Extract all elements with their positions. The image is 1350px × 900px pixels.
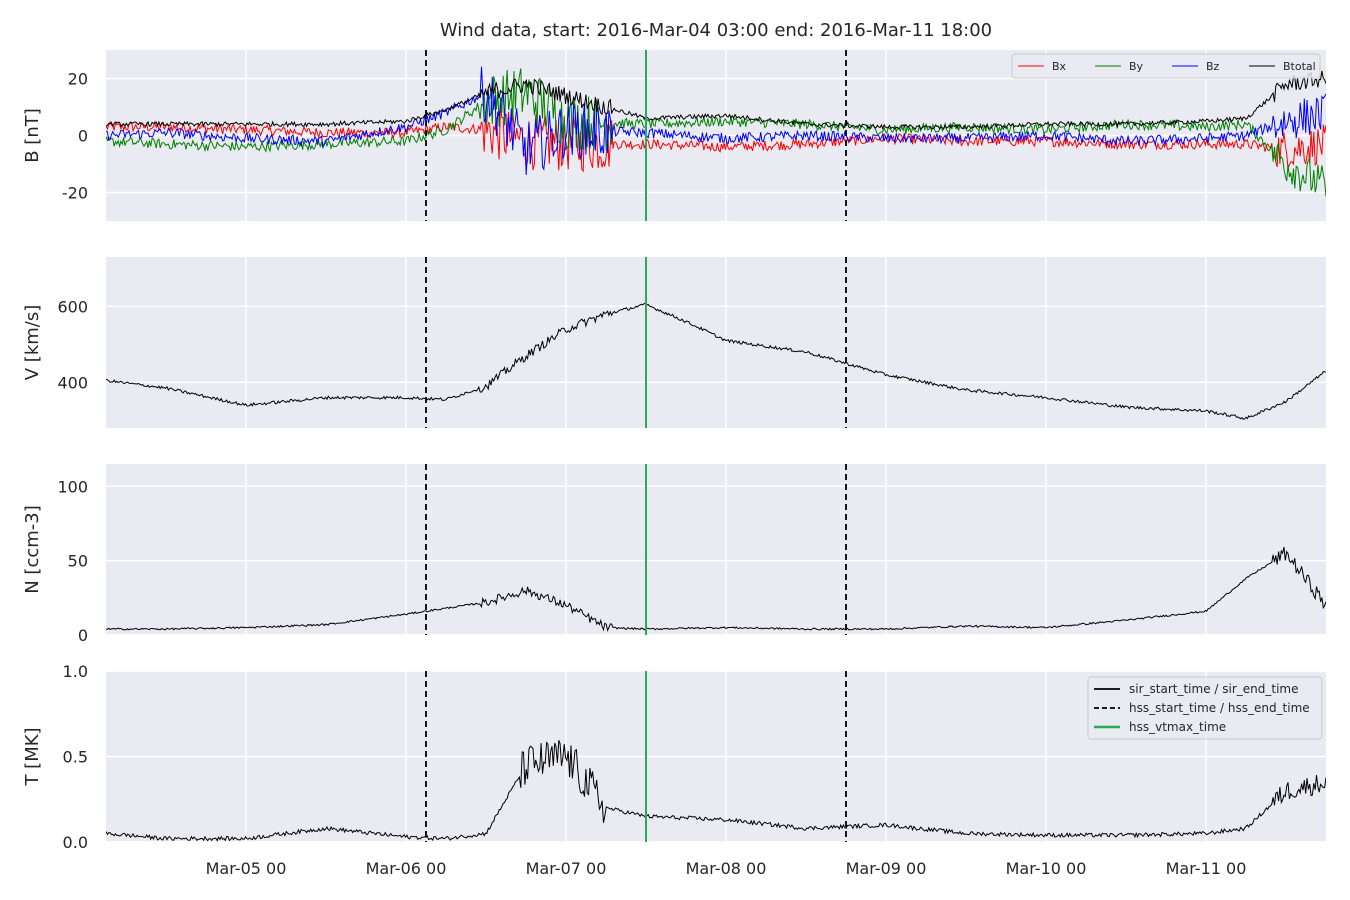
y-tick-label: 100 bbox=[57, 477, 88, 496]
legend-box bbox=[1087, 676, 1323, 740]
series-line bbox=[106, 546, 1326, 632]
legend-label: Bz bbox=[1206, 60, 1220, 73]
legend-label: hss_vtmax_time bbox=[1129, 720, 1226, 734]
y-axis-label: T [MK] bbox=[22, 727, 43, 786]
x-tick-label: Mar-10 00 bbox=[1006, 859, 1087, 878]
series-line-bz bbox=[106, 66, 1326, 175]
series-line bbox=[106, 302, 1326, 421]
legend: sir_start_time / sir_end_time hss_start_t… bbox=[1087, 676, 1323, 740]
legend: Bx By Bz Btotal bbox=[1011, 53, 1321, 79]
x-axis: Mar-05 00 Mar-06 00 Mar-07 00 Mar-08 00 Mar-… bbox=[206, 859, 1247, 878]
panel-3: 0.0 0.5 1.0 T [MK] sir_start_time / sir_end_… bbox=[22, 662, 1326, 852]
y-tick-label: 400 bbox=[57, 373, 88, 392]
legend-label: By bbox=[1129, 60, 1144, 73]
legend-box bbox=[1011, 53, 1321, 79]
legend-label: Btotal bbox=[1283, 60, 1316, 73]
x-tick-label: Mar-11 00 bbox=[1166, 859, 1247, 878]
panel-background bbox=[106, 464, 1326, 635]
x-tick-label: Mar-08 00 bbox=[686, 859, 767, 878]
series-group bbox=[106, 66, 1326, 197]
legend-label: sir_start_time / sir_end_time bbox=[1129, 682, 1299, 696]
y-axis-label: B [nT] bbox=[22, 108, 43, 163]
y-tick-label: 20 bbox=[68, 70, 88, 89]
y-tick-label: 0 bbox=[78, 626, 88, 645]
y-axis-label: V [km/s] bbox=[22, 305, 43, 380]
series-line-bx bbox=[106, 105, 1326, 173]
x-tick-label: Mar-09 00 bbox=[846, 859, 927, 878]
legend-label: Bx bbox=[1052, 60, 1067, 73]
series-group bbox=[106, 740, 1326, 842]
series-group bbox=[106, 302, 1326, 421]
y-tick-label: 0.5 bbox=[63, 748, 88, 767]
y-tick-label: 600 bbox=[57, 297, 88, 316]
x-tick-label: Mar-06 00 bbox=[366, 859, 447, 878]
y-tick-label: 0.0 bbox=[63, 833, 88, 852]
y-tick-label: 0 bbox=[78, 127, 88, 146]
chart-panels: -20 0 20 B [nT] Bx By Bz Btotal 400 600 V [km/s] 0 5… bbox=[22, 50, 1326, 852]
panel-2: 0 50 100 N [ccm-3] bbox=[22, 464, 1326, 645]
y-axis-label: N [ccm-3] bbox=[22, 505, 43, 594]
legend-label: hss_start_time / hss_end_time bbox=[1129, 701, 1310, 715]
y-tick-label: 50 bbox=[68, 552, 88, 571]
series-group bbox=[106, 546, 1326, 632]
x-tick-label: Mar-07 00 bbox=[526, 859, 607, 878]
y-tick-label: -20 bbox=[62, 184, 88, 203]
series-line-btotal bbox=[106, 70, 1326, 131]
panel-1: 400 600 V [km/s] bbox=[22, 257, 1326, 428]
series-line bbox=[106, 740, 1326, 842]
chart-title: Wind data, start: 2016-Mar-04 03:00 end:… bbox=[440, 20, 992, 41]
y-tick-label: 1.0 bbox=[63, 662, 88, 681]
x-tick-label: Mar-05 00 bbox=[206, 859, 287, 878]
panel-0: -20 0 20 B [nT] Bx By Bz Btotal bbox=[22, 50, 1326, 221]
